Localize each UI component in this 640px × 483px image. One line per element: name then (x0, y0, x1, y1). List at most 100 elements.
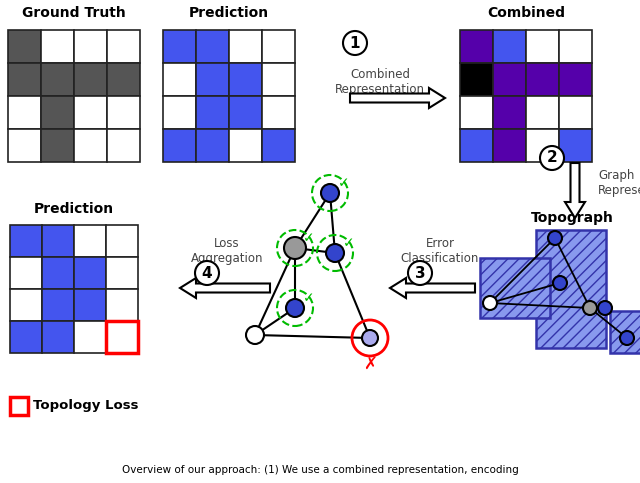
Bar (229, 96, 262, 129)
Circle shape (540, 146, 564, 170)
Bar (610, 311, 640, 353)
Bar (8, 129, 41, 162)
Bar (262, 129, 295, 162)
Bar (196, 129, 229, 162)
Bar (559, 63, 592, 96)
Circle shape (598, 301, 612, 315)
Bar (74, 63, 107, 96)
Bar (559, 30, 592, 63)
Circle shape (583, 301, 597, 315)
Text: ✓: ✓ (303, 231, 315, 245)
Bar (262, 63, 295, 96)
Bar (480, 258, 550, 318)
Bar (8, 30, 41, 63)
Bar (526, 129, 559, 162)
Bar (229, 63, 262, 96)
Bar (526, 63, 559, 96)
FancyArrow shape (390, 278, 475, 298)
Text: Combined
Representation: Combined Representation (335, 68, 425, 96)
Circle shape (408, 261, 432, 285)
Bar (229, 129, 262, 162)
Bar (74, 225, 106, 257)
Bar (493, 30, 526, 63)
Bar (74, 257, 106, 289)
Circle shape (553, 276, 567, 290)
Circle shape (284, 237, 306, 259)
Text: ✓: ✓ (343, 236, 355, 250)
Bar (196, 30, 229, 63)
Circle shape (286, 299, 304, 317)
Bar (559, 129, 592, 162)
Circle shape (326, 244, 344, 262)
Bar (107, 96, 140, 129)
Bar (262, 96, 295, 129)
Bar (163, 30, 196, 63)
Bar (41, 129, 74, 162)
Bar (42, 257, 74, 289)
Bar (10, 321, 42, 353)
Text: 2: 2 (547, 151, 557, 166)
Circle shape (483, 296, 497, 310)
Text: Topology Loss: Topology Loss (33, 399, 138, 412)
Bar (10, 397, 28, 415)
Bar (106, 225, 138, 257)
Bar (460, 96, 493, 129)
Bar (106, 289, 138, 321)
Text: 3: 3 (415, 266, 426, 281)
Bar (526, 96, 559, 129)
Bar (106, 321, 138, 353)
Bar (536, 230, 606, 348)
Bar (163, 96, 196, 129)
Circle shape (362, 330, 378, 346)
Bar (460, 30, 493, 63)
Text: Topograph: Topograph (531, 211, 613, 225)
Text: ✗: ✗ (363, 355, 377, 373)
Bar (42, 289, 74, 321)
Bar (41, 30, 74, 63)
Text: 1: 1 (349, 35, 360, 51)
Text: Graph
Representation: Graph Representation (598, 169, 640, 197)
Text: ✓: ✓ (303, 291, 315, 305)
Bar (74, 129, 107, 162)
Text: Loss
Aggregation: Loss Aggregation (191, 237, 263, 265)
Bar (106, 257, 138, 289)
Bar (107, 129, 140, 162)
Bar (74, 30, 107, 63)
Bar (163, 63, 196, 96)
Bar (262, 30, 295, 63)
Bar (107, 30, 140, 63)
Bar (42, 321, 74, 353)
Text: Combined: Combined (487, 6, 565, 20)
Bar (493, 63, 526, 96)
Bar (74, 321, 106, 353)
Text: Prediction: Prediction (34, 202, 114, 216)
Circle shape (343, 31, 367, 55)
Bar (10, 289, 42, 321)
Circle shape (548, 231, 562, 245)
Text: Ground Truth: Ground Truth (22, 6, 126, 20)
FancyArrow shape (180, 278, 270, 298)
Bar (163, 129, 196, 162)
Text: ✓: ✓ (338, 176, 350, 190)
Text: Error
Classification: Error Classification (401, 237, 479, 265)
Text: Prediction: Prediction (189, 6, 269, 20)
Bar (526, 30, 559, 63)
Bar (196, 63, 229, 96)
Bar (460, 63, 493, 96)
Circle shape (620, 331, 634, 345)
Bar (10, 257, 42, 289)
FancyArrow shape (565, 163, 585, 218)
Bar (42, 225, 74, 257)
FancyArrow shape (350, 88, 445, 108)
Bar (8, 96, 41, 129)
Bar (460, 129, 493, 162)
Circle shape (195, 261, 219, 285)
Bar (41, 63, 74, 96)
Text: 4: 4 (202, 266, 212, 281)
Circle shape (321, 184, 339, 202)
Bar (493, 129, 526, 162)
Bar (559, 96, 592, 129)
Bar (493, 96, 526, 129)
Circle shape (246, 326, 264, 344)
Bar (41, 96, 74, 129)
